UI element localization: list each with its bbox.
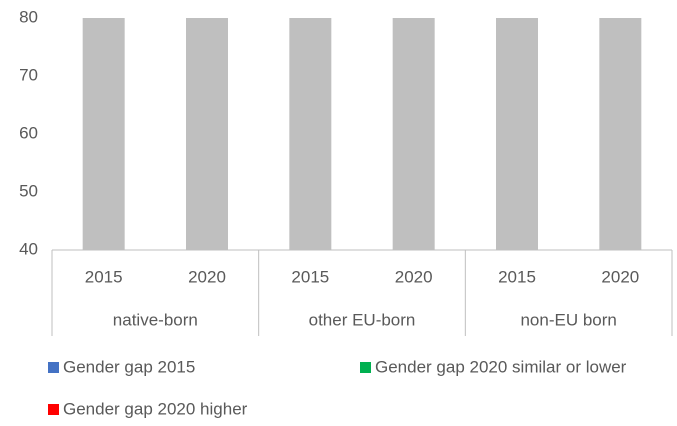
legend-label: Gender gap 2020 similar or lower <box>375 357 627 376</box>
legend-swatch <box>48 362 59 373</box>
y-tick-label: 50 <box>19 181 38 200</box>
legend-swatch <box>360 362 371 373</box>
bar-segment <box>289 18 332 250</box>
x-tick-label: 2015 <box>498 267 536 286</box>
plot-area <box>82 18 642 250</box>
y-tick-label: 40 <box>19 239 38 258</box>
bar-segment <box>82 18 125 250</box>
group-label: native-born <box>113 310 198 329</box>
legend-swatch <box>48 404 59 415</box>
x-tick-label: 2020 <box>601 267 639 286</box>
y-tick-label: 80 <box>19 7 38 26</box>
y-tick-label: 70 <box>19 65 38 84</box>
bar-segment <box>186 18 228 250</box>
bar-segment <box>599 18 642 250</box>
x-tick-label: 2020 <box>395 267 433 286</box>
x-tick-label: 2020 <box>188 267 226 286</box>
group-label: non-EU born <box>520 310 616 329</box>
legend-label: Gender gap 2015 <box>63 357 195 376</box>
legend-label: Gender gap 2020 higher <box>63 399 248 418</box>
bar-segment <box>392 18 435 250</box>
x-tick-label: 2015 <box>85 267 123 286</box>
y-tick-label: 60 <box>19 123 38 142</box>
x-tick-label: 2015 <box>291 267 329 286</box>
group-label: other EU-born <box>309 310 416 329</box>
bar-segment <box>496 18 538 250</box>
